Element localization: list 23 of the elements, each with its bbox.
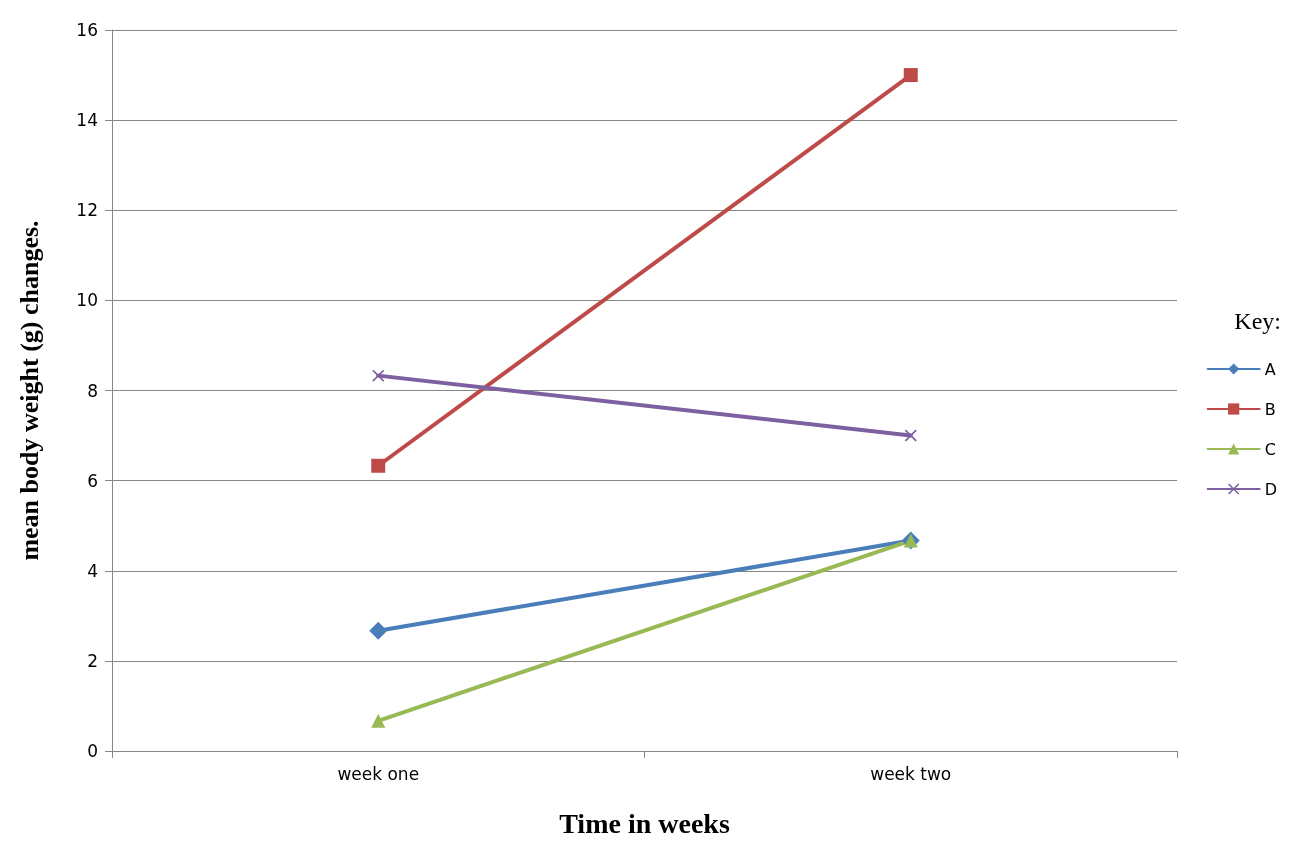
y-tick-label: 10	[76, 290, 98, 311]
y-tick-label: 16	[76, 20, 98, 40]
point	[371, 458, 386, 473]
y-tick-label: 4	[87, 560, 98, 581]
point	[904, 429, 917, 442]
point	[369, 621, 388, 640]
y-axis-title: mean body weight (g) changes.	[14, 220, 44, 561]
legend-label: C	[1264, 439, 1276, 459]
point	[372, 369, 385, 382]
y-tick-label: 8	[87, 380, 98, 401]
legend-label: A	[1264, 359, 1276, 379]
y-tick-label: 12	[76, 200, 98, 221]
x-tick-label: week one	[337, 763, 420, 784]
point	[903, 68, 918, 83]
y-tick-label: 6	[87, 470, 98, 491]
legend-title: Key:	[1234, 308, 1281, 334]
x-axis-title: Time in weeks	[559, 807, 730, 839]
x-tick-label: week two	[870, 763, 952, 784]
y-tick-label: 2	[87, 650, 98, 671]
y-tick-label: 0	[87, 741, 98, 761]
y-tick-label: 14	[76, 110, 98, 131]
legend-label: B	[1264, 399, 1276, 419]
legend-label: D	[1264, 479, 1278, 499]
